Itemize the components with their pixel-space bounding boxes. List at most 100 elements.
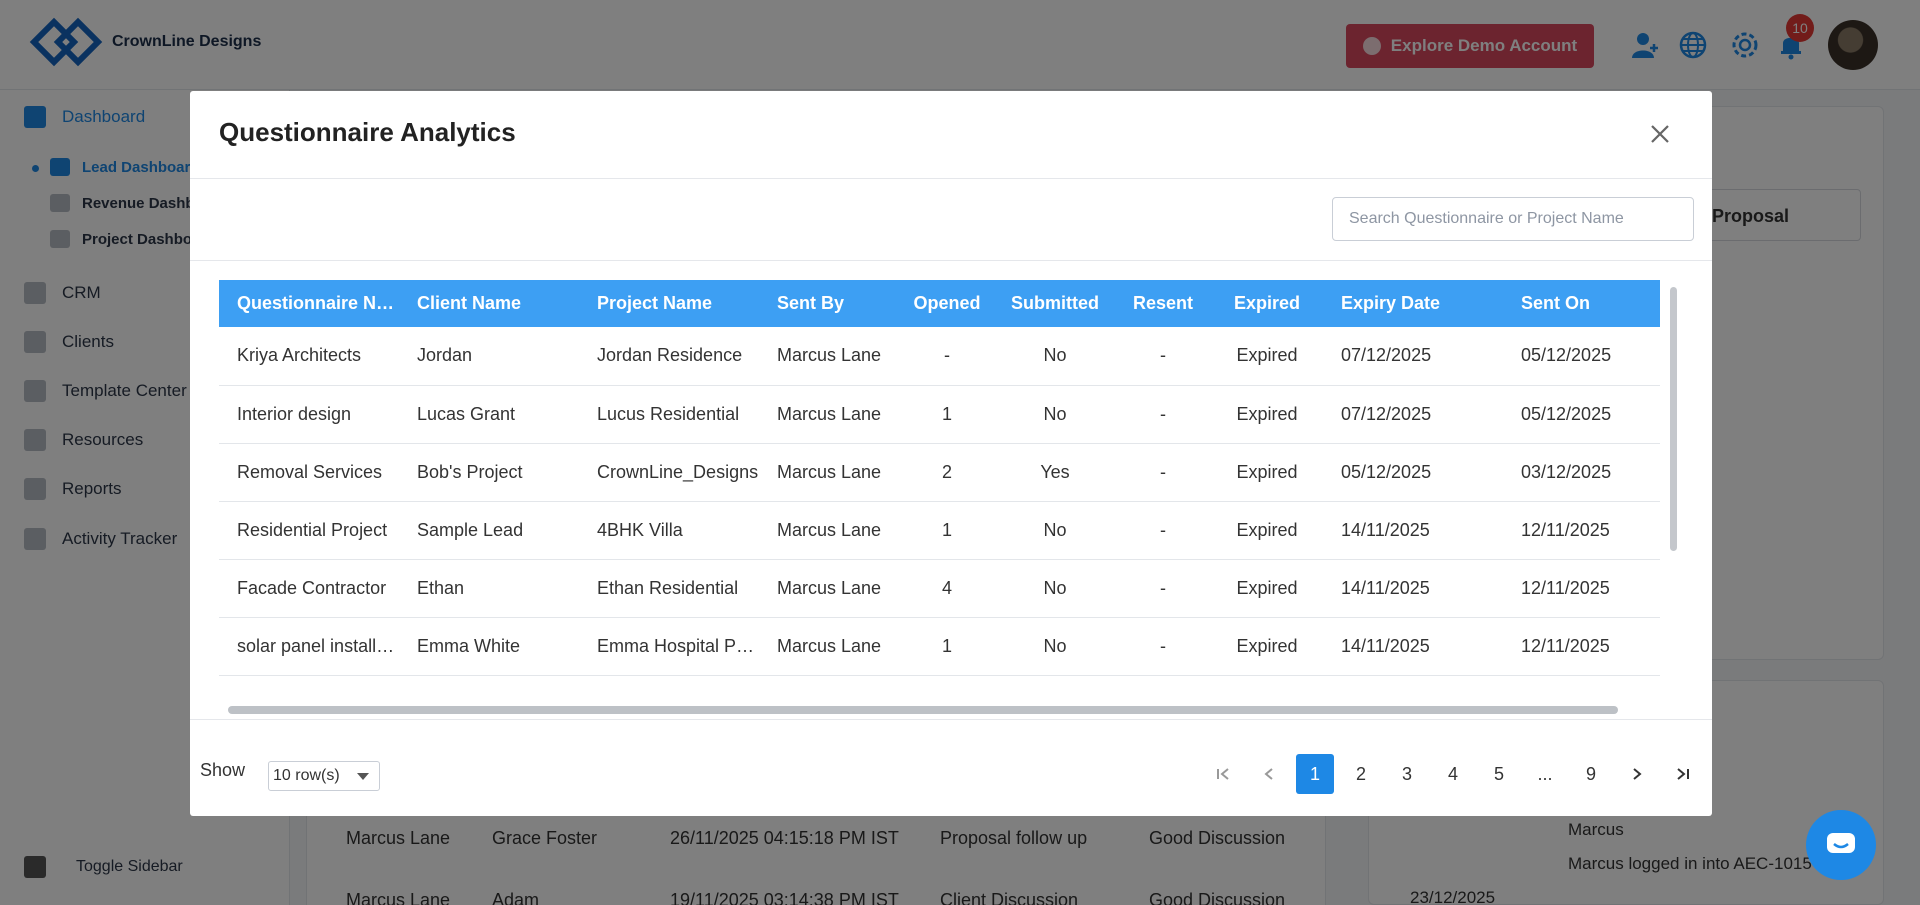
expired-cell: Expired — [1236, 635, 1298, 656]
client-name-cell: Sample Lead — [417, 519, 524, 540]
chevron-right-icon — [1633, 768, 1642, 780]
sent-by-cell: Marcus Lane — [777, 461, 882, 482]
first-page-button[interactable] — [1204, 754, 1242, 794]
opened-cell: 1 — [941, 519, 952, 540]
project-name-cell: Jordan Residence — [597, 345, 743, 366]
questionnaire-name-cell: solar panel installation — [237, 635, 399, 656]
opened-cell: - — [944, 345, 950, 366]
questionnaire-name-cell: Kriya Architects — [237, 345, 362, 366]
table-header-row: Questionnaire Name Client Name Project N… — [219, 280, 1660, 327]
sent-on-cell: 12/11/2025 — [1521, 519, 1610, 540]
first-page-icon — [1217, 768, 1229, 780]
page-button-5[interactable]: 5 — [1493, 763, 1504, 784]
client-name-cell: Bob's Project — [417, 461, 523, 482]
page-button-4[interactable]: 4 — [1447, 763, 1458, 784]
column-header[interactable]: Questionnaire Name — [237, 293, 399, 313]
chat-button[interactable] — [1806, 810, 1876, 880]
expiry-date-cell: 07/12/2025 — [1341, 403, 1432, 424]
table-row[interactable]: Removal Services Bob's Project CrownLine… — [219, 443, 1660, 501]
column-header[interactable]: Project Name — [597, 293, 713, 313]
last-page-icon — [1677, 768, 1689, 780]
expired-cell: Expired — [1236, 461, 1298, 482]
opened-cell: 2 — [941, 461, 952, 482]
column-header[interactable]: Sent On — [1521, 293, 1591, 313]
project-name-cell: Ethan Residential — [597, 577, 739, 598]
resent-cell: - — [1160, 577, 1166, 598]
column-header[interactable]: Sent By — [777, 293, 845, 313]
close-button[interactable] — [1645, 119, 1675, 149]
expiry-date-cell: 07/12/2025 — [1341, 345, 1432, 366]
table-row[interactable]: Residential Project Sample Lead 4BHK Vil… — [219, 501, 1660, 559]
horizontal-scrollbar[interactable] — [228, 706, 1618, 714]
table-row[interactable]: solar panel installation Emma White Emma… — [219, 617, 1660, 675]
caret-down-icon — [357, 773, 369, 780]
questionnaire-name-cell: Facade Contractor — [237, 577, 387, 598]
resent-cell: - — [1160, 519, 1166, 540]
table-row[interactable]: Interior design Lucas Grant Lucus Reside… — [219, 385, 1660, 443]
previous-page-button[interactable] — [1250, 754, 1288, 794]
pagination-footer: Show 10 row(s) 1 2 3 4 5 ... 9 — [190, 719, 1712, 816]
sent-by-cell: Marcus Lane — [777, 345, 882, 366]
rows-per-page-select[interactable]: 10 row(s) — [268, 761, 380, 791]
last-page-button[interactable] — [1664, 754, 1702, 794]
table-row[interactable]: Kriya Architects Jordan Jordan Residence… — [219, 327, 1660, 385]
resent-cell: - — [1160, 635, 1166, 656]
chevron-left-icon — [1264, 768, 1273, 780]
close-icon — [1651, 125, 1669, 143]
next-page-button[interactable] — [1618, 754, 1656, 794]
page-button-9[interactable]: 9 — [1585, 763, 1596, 784]
expiry-date-cell: 05/12/2025 — [1341, 461, 1432, 482]
sent-by-cell: Marcus Lane — [777, 635, 882, 656]
column-header[interactable]: Resent — [1132, 293, 1194, 313]
expiry-date-cell: 14/11/2025 — [1341, 577, 1430, 598]
opened-cell: 1 — [941, 635, 952, 656]
sent-on-cell: 12/11/2025 — [1521, 635, 1610, 656]
submitted-cell: No — [1043, 635, 1067, 656]
submitted-cell: No — [1043, 345, 1067, 366]
sent-by-cell: Marcus Lane — [777, 577, 882, 598]
expiry-date-cell: 14/11/2025 — [1341, 519, 1430, 540]
analytics-table: Questionnaire Name Client Name Project N… — [219, 280, 1660, 704]
vertical-scrollbar[interactable] — [1670, 287, 1677, 551]
project-name-cell: CrownLine_Designs — [597, 461, 759, 482]
expired-cell: Expired — [1236, 519, 1298, 540]
client-name-cell: Jordan — [417, 345, 473, 366]
opened-cell: 1 — [941, 403, 952, 424]
sent-on-cell: 03/12/2025 — [1521, 461, 1612, 482]
questionnaire-name-cell: Interior design — [237, 403, 352, 424]
page-button-1[interactable]: 1 — [1296, 754, 1334, 794]
rows-per-page-value: 10 row(s) — [273, 767, 340, 784]
submitted-cell: No — [1043, 519, 1067, 540]
expired-cell: Expired — [1236, 577, 1298, 598]
expired-cell: Expired — [1236, 345, 1298, 366]
sent-by-cell: Marcus Lane — [777, 519, 882, 540]
client-name-cell: Emma White — [417, 635, 521, 656]
resent-cell: - — [1160, 461, 1166, 482]
submitted-cell: Yes — [1040, 461, 1070, 482]
column-header[interactable]: Expired — [1233, 293, 1301, 313]
questionnaire-name-cell: Residential Project — [237, 519, 388, 540]
column-header[interactable]: Opened — [913, 293, 981, 313]
client-name-cell: Ethan — [417, 577, 465, 598]
chat-icon — [1827, 833, 1855, 853]
sent-by-cell: Marcus Lane — [777, 403, 882, 424]
search-row — [190, 179, 1712, 261]
expired-cell: Expired — [1236, 403, 1298, 424]
questionnaire-name-cell: Removal Services — [237, 461, 383, 482]
sent-on-cell: 12/11/2025 — [1521, 577, 1610, 598]
page-ellipsis: ... — [1537, 763, 1553, 784]
column-header[interactable]: Expiry Date — [1341, 293, 1441, 313]
questionnaire-analytics-modal: Questionnaire Analytics Questionnaire Na… — [190, 91, 1712, 816]
sent-on-cell: 05/12/2025 — [1521, 403, 1612, 424]
page-button-3[interactable]: 3 — [1401, 763, 1412, 784]
submitted-cell: No — [1043, 403, 1067, 424]
project-name-cell: Lucus Residential — [597, 403, 740, 424]
column-header[interactable]: Client Name — [417, 293, 522, 313]
client-name-cell: Lucas Grant — [417, 403, 516, 424]
column-header[interactable]: Submitted — [1011, 293, 1099, 313]
resent-cell: - — [1160, 403, 1166, 424]
search-input[interactable] — [1332, 197, 1694, 241]
opened-cell: 4 — [941, 577, 952, 598]
table-row[interactable]: Facade Contractor Ethan Ethan Residentia… — [219, 559, 1660, 617]
page-button-2[interactable]: 2 — [1355, 763, 1366, 784]
